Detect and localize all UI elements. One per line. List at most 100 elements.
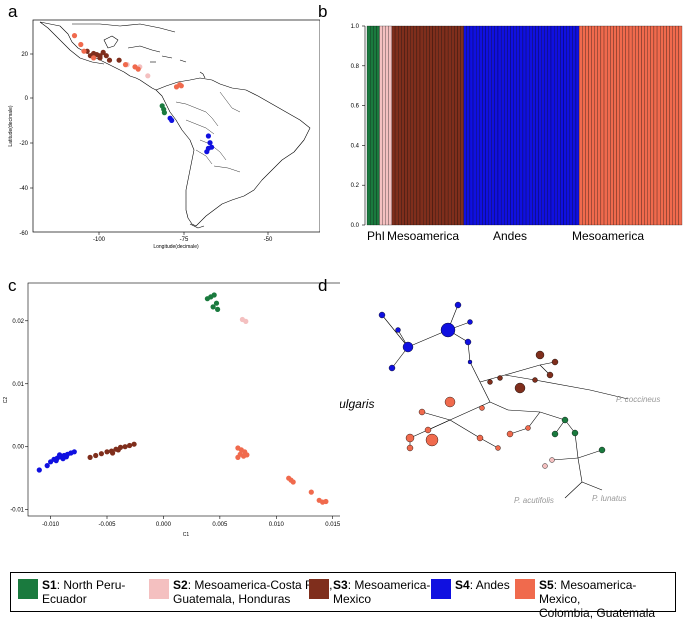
pca-point-s5 — [290, 479, 296, 485]
structure-bar-s5 — [588, 25, 592, 226]
map-frame — [32, 19, 320, 233]
structure-bar-s5 — [594, 25, 598, 226]
pca-point-s2 — [243, 318, 249, 324]
haplotype-node-s1 — [598, 446, 606, 454]
structure-bar-s5 — [672, 25, 676, 226]
pca-points — [36, 292, 329, 505]
network-outgroup-label: P. coccineus — [616, 395, 660, 404]
legend-text: S3: Mesoamerica- Mexico — [333, 578, 431, 606]
haplotype-node-s5 — [405, 433, 415, 443]
structure-bar-s4 — [466, 25, 471, 226]
structure-bar-s4 — [550, 25, 555, 226]
map-point-s3 — [116, 57, 122, 63]
structure-ytick: 0.8 — [351, 64, 360, 70]
pca-xtick: -0.005 — [98, 522, 116, 528]
structure-bar-s5 — [678, 25, 683, 226]
structure-bar-s3 — [404, 25, 408, 226]
legend-item-s4: S4: Andes — [431, 578, 510, 608]
structure-bar-s4 — [479, 25, 483, 226]
structure-bar-s5 — [660, 25, 664, 226]
structure-bar-s5 — [631, 25, 636, 226]
structure-ytick: 0.2 — [351, 183, 360, 189]
legend-text: S5: Mesoamerica-Mexico, Colombia, Guatema… — [539, 578, 656, 620]
pca-point-s3 — [104, 449, 110, 455]
pca-point-s3 — [98, 451, 104, 457]
structure-bar-s4 — [569, 25, 573, 226]
haplotype-node-s3 — [487, 379, 493, 385]
structure-bar-s5 — [628, 25, 633, 226]
structure-bars — [366, 25, 683, 226]
structure-bar-s4 — [535, 25, 539, 226]
structure-bar-s5 — [582, 25, 586, 226]
pca-frame — [27, 282, 340, 517]
pca-point-s5 — [323, 498, 329, 505]
haplotype-node-s3 — [497, 375, 503, 381]
structure-ytick: 0.4 — [351, 143, 360, 149]
structure-bar-s3 — [432, 25, 436, 226]
map-point-s4 — [205, 133, 211, 139]
structure-bar-s5 — [647, 25, 651, 226]
structure-bar-s5 — [610, 25, 614, 226]
pca-point-s3 — [87, 454, 93, 460]
structure-bar-s5 — [675, 25, 680, 226]
structure-bar-s5 — [603, 25, 608, 226]
structure-bar-s4 — [516, 25, 520, 226]
legend-item-s1: S1: North Peru- Ecuador — [18, 578, 125, 608]
network-nodes — [378, 301, 606, 469]
haplotype-node-s3 — [551, 358, 559, 366]
haplotype-node-s5 — [476, 434, 484, 442]
structure-bar-s5 — [578, 25, 583, 226]
map-point-s5 — [78, 41, 84, 48]
legend-item-s3: S3: Mesoamerica- Mexico — [309, 578, 430, 608]
pca-xtick: 0.000 — [156, 522, 172, 528]
structure-group-label: PhI — [367, 229, 385, 243]
haplotype-node-s2 — [549, 457, 555, 463]
map-point-s3 — [103, 53, 109, 59]
structure-bar-s4 — [566, 25, 570, 226]
structure-bar-s3 — [407, 25, 411, 226]
map-point-s3 — [106, 57, 113, 63]
haplotype-node-s1 — [551, 430, 559, 438]
haplotype-node-s3 — [532, 377, 538, 383]
structure-bar-s1 — [376, 25, 380, 226]
structure-group-label: Andes — [493, 229, 527, 243]
structure-bar-s5 — [616, 25, 620, 226]
structure-bar-s4 — [494, 25, 499, 226]
haplotype-node-s4 — [454, 301, 462, 309]
haplotype-node-s4 — [464, 338, 472, 346]
structure-bar-s4 — [575, 25, 580, 226]
structure-bar-s3 — [454, 25, 458, 226]
land-outline — [39, 21, 311, 229]
haplotype-node-s5 — [425, 433, 439, 447]
pca-point-s4 — [71, 449, 77, 455]
structure-bar-s4 — [572, 25, 577, 226]
pca-point-s5 — [308, 489, 314, 495]
map-xtick: -100 — [93, 237, 106, 243]
structure-bar-s4 — [544, 25, 549, 226]
structure-bar-s5 — [619, 25, 623, 226]
haplotype-node-s5 — [424, 426, 432, 434]
map-xlabel: Longitude(decimale) — [153, 244, 199, 250]
map-point-s4 — [207, 140, 213, 146]
pca-point-s1 — [213, 300, 220, 306]
haplotype-node-s1 — [571, 429, 579, 437]
structure-bar-s5 — [622, 25, 626, 226]
structure-bar-s4 — [541, 25, 545, 226]
structure-bar-s4 — [491, 25, 495, 226]
structure-bar-s2 — [379, 25, 383, 226]
structure-ytick: 1.0 — [351, 24, 360, 30]
structure-bar-s4 — [504, 25, 508, 226]
haplotype-node-s4 — [467, 359, 473, 365]
structure-bar-s3 — [438, 25, 442, 226]
haplotype-node-s4 — [395, 327, 401, 333]
legend-swatch — [431, 579, 451, 599]
haplotype-node-s3 — [546, 371, 554, 379]
map-ytick: 0 — [25, 96, 29, 102]
haplotype-node-s5 — [506, 430, 514, 438]
pca-ytick: 0.01 — [12, 382, 24, 388]
structure-bar-s4 — [560, 25, 564, 226]
network-main-label: P. vulgaris — [340, 397, 374, 411]
structure-bar-s5 — [597, 25, 602, 226]
pca-point-s3 — [122, 444, 128, 450]
legend-swatch — [309, 579, 329, 599]
